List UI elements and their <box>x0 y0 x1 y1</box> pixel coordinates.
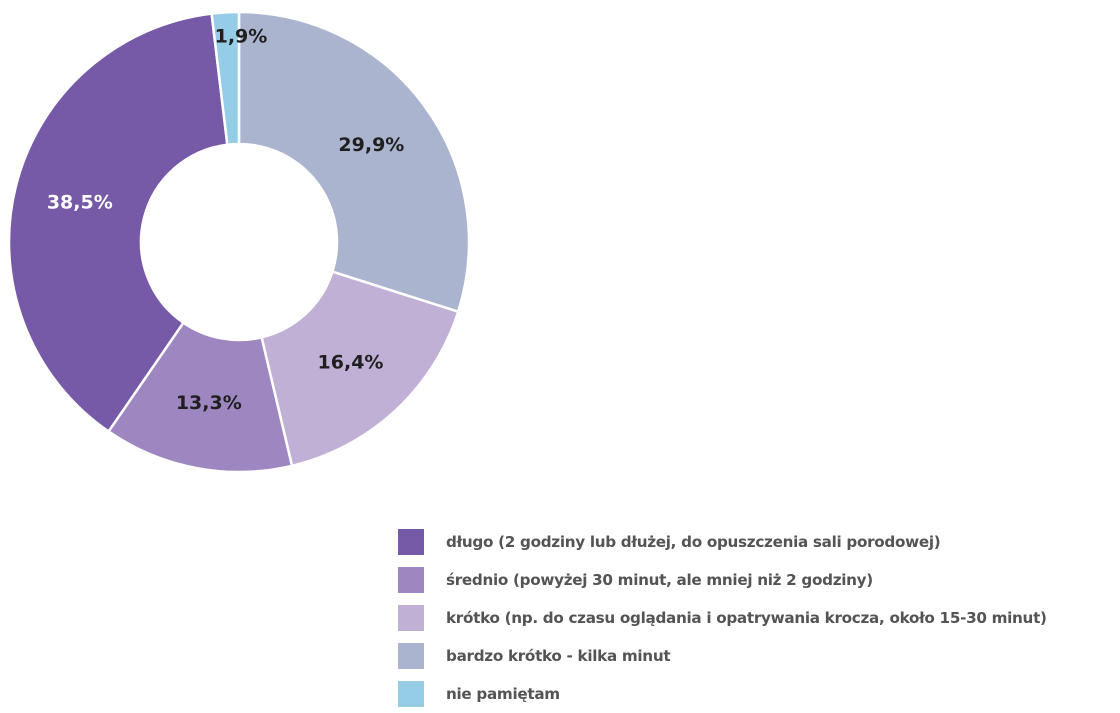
legend-item: bardzo krótko - kilka minut <box>398 637 1047 675</box>
slice-value-label: 16,4% <box>318 351 384 373</box>
legend-label: długo (2 godziny lub dłużej, do opuszcze… <box>446 533 941 551</box>
slice-value-label: 38,5% <box>47 192 113 214</box>
legend-swatch <box>398 643 424 669</box>
legend-item: długo (2 godziny lub dłużej, do opuszcze… <box>398 523 1047 561</box>
slice-bardzo-krotko-kilka-minut <box>237 10 471 313</box>
legend-label: średnio (powyżej 30 minut, ale mniej niż… <box>446 571 873 589</box>
slice-value-label: 1,9% <box>215 25 268 47</box>
legend-item: krótko (np. do czasu oglądania i opatryw… <box>398 599 1047 637</box>
slice-labels: 29,9% 16,4% 13,3% 38,5% 1,9% <box>47 25 405 414</box>
legend-swatch <box>398 529 424 555</box>
slice-value-label: 29,9% <box>338 134 404 156</box>
legend-label: krótko (np. do czasu oglądania i opatryw… <box>446 609 1047 627</box>
legend-item: nie pamiętam <box>398 675 1047 713</box>
legend-swatch <box>398 605 424 631</box>
legend-item: średnio (powyżej 30 minut, ale mniej niż… <box>398 561 1047 599</box>
legend-label: bardzo krótko - kilka minut <box>446 647 671 665</box>
slice-krotko-np-do-czasu-ogladania-i-opatrywania-krocza-okolo-15-30-minut <box>260 270 460 468</box>
legend-label: nie pamiętam <box>446 685 560 703</box>
slice-dlugo-2-godziny-lub-dluzej-do-opuszczenia-sali-porodowej <box>7 12 229 433</box>
slice-nie-pamietam <box>210 10 241 146</box>
legend-swatch <box>398 681 424 707</box>
chart-legend: długo (2 godziny lub dłużej, do opuszcze… <box>398 523 1047 713</box>
slice-value-label: 13,3% <box>176 392 242 414</box>
donut-slices <box>7 10 471 474</box>
slice-srednio-powyzej-30-minut-ale-mniej-niz-2-godziny <box>107 321 294 474</box>
legend-swatch <box>398 567 424 593</box>
